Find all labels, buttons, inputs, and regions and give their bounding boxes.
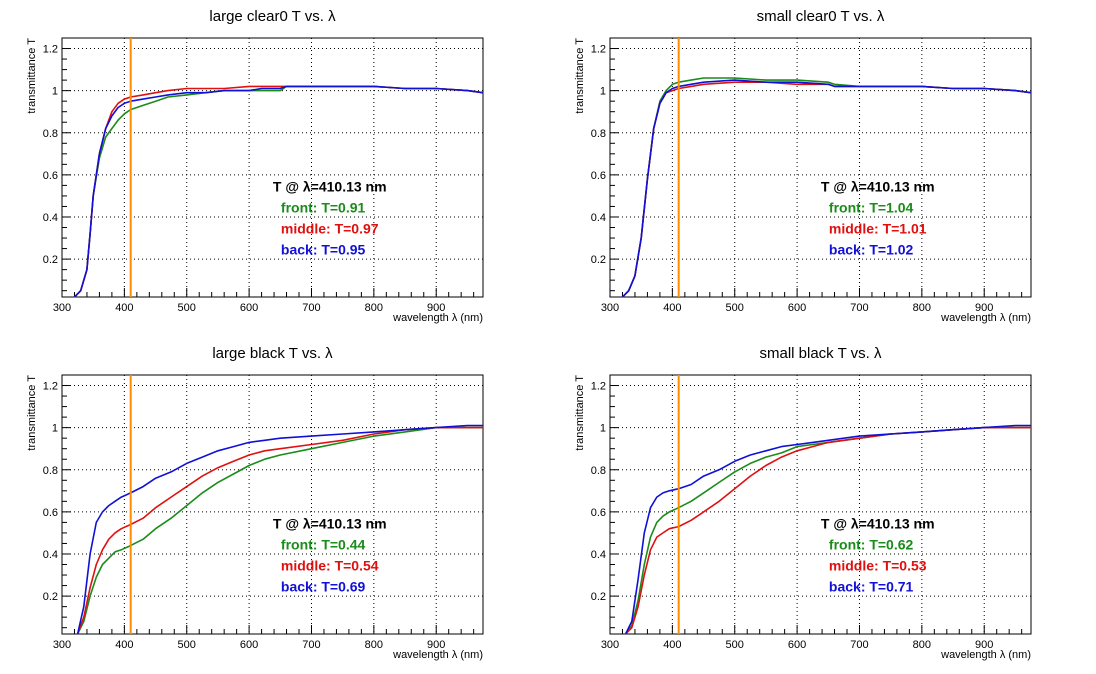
plot-frame xyxy=(609,374,1032,635)
x-tick-label: 700 xyxy=(302,639,320,651)
chart-panel-0: large clear0 T vs. λ 300 400 500 600 700 800 90… xyxy=(26,8,484,324)
y-tick-label: 0.6 xyxy=(591,507,606,519)
annotation-back: back: T=0.95 xyxy=(281,242,366,258)
annotation-header: T @ λ=410.13 nm xyxy=(273,516,387,532)
y-tick-label: 0.4 xyxy=(591,549,606,561)
x-tick-label: 500 xyxy=(726,302,744,314)
x-axis-label: wavelength λ (nm) xyxy=(940,649,1031,661)
y-axis-label: transmittance T xyxy=(26,375,38,451)
y-tick-label: 0.2 xyxy=(43,591,58,603)
chart-title: large clear0 T vs. λ xyxy=(209,8,336,25)
annotation-middle: middle: T=0.97 xyxy=(281,221,379,237)
chart-title: small clear0 T vs. λ xyxy=(757,8,885,25)
x-tick-label: 900 xyxy=(427,639,445,651)
y-tick-label: 0.2 xyxy=(591,591,606,603)
annotation-front: front: T=1.04 xyxy=(829,200,914,216)
annotation-back: back: T=0.69 xyxy=(281,579,366,595)
y-tick-label: 1 xyxy=(600,423,606,435)
y-tick-label: 1.2 xyxy=(591,44,606,56)
x-tick-label: 800 xyxy=(913,302,931,314)
plot-frame xyxy=(61,37,484,298)
x-tick-label: 700 xyxy=(302,302,320,314)
x-tick-label: 900 xyxy=(427,302,445,314)
y-axis-label: transmittance T xyxy=(574,375,586,451)
y-axis-label: transmittance T xyxy=(26,38,38,114)
series-line-back xyxy=(624,424,1031,635)
chart-title: small black T vs. λ xyxy=(760,345,882,362)
x-tick-label: 700 xyxy=(850,302,868,314)
x-tick-label: 500 xyxy=(178,302,196,314)
y-tick-label: 0.2 xyxy=(591,254,606,266)
x-tick-label: 300 xyxy=(53,302,71,314)
y-tick-label: 0.6 xyxy=(43,170,58,182)
y-tick-label: 1.2 xyxy=(43,381,58,393)
annotation-header: T @ λ=410.13 nm xyxy=(273,179,387,195)
y-tick-label: 0.4 xyxy=(43,549,58,561)
x-tick-label: 900 xyxy=(975,302,993,314)
x-tick-label: 600 xyxy=(240,302,258,314)
annotation-header: T @ λ=410.13 nm xyxy=(821,179,935,195)
y-axis-label: transmittance T xyxy=(574,38,586,114)
annotation-back: back: T=1.02 xyxy=(829,242,914,258)
series-line-middle xyxy=(76,426,483,635)
x-tick-label: 500 xyxy=(726,639,744,651)
chart-panel-2: large black T vs. λ 300 400 500 600 700 800 900… xyxy=(26,345,484,661)
x-tick-label: 300 xyxy=(601,302,619,314)
x-axis-label: wavelength λ (nm) xyxy=(940,312,1031,324)
x-tick-label: 900 xyxy=(975,639,993,651)
y-tick-label: 0.6 xyxy=(591,170,606,182)
y-tick-label: 0.8 xyxy=(591,128,606,140)
annotation-header: T @ λ=410.13 nm xyxy=(821,516,935,532)
plot-frame xyxy=(61,374,484,635)
x-axis-label: wavelength λ (nm) xyxy=(392,649,483,661)
series-line-front xyxy=(76,426,483,635)
annotation-front: front: T=0.62 xyxy=(829,537,914,553)
annotation-middle: middle: T=0.53 xyxy=(829,558,927,574)
y-tick-label: 1 xyxy=(52,86,58,98)
annotation-back: back: T=0.71 xyxy=(829,579,914,595)
series-line-back xyxy=(76,424,483,635)
y-tick-label: 1.2 xyxy=(591,381,606,393)
x-tick-label: 400 xyxy=(663,639,681,651)
x-tick-label: 600 xyxy=(788,639,806,651)
annotation-middle: middle: T=0.54 xyxy=(281,558,379,574)
chart-panel-3: small black T vs. λ 300 400 500 600 700 800 900… xyxy=(574,345,1032,661)
y-tick-label: 1.2 xyxy=(43,44,58,56)
x-tick-label: 400 xyxy=(115,639,133,651)
series-line-back xyxy=(621,79,1032,298)
y-tick-label: 0.4 xyxy=(43,212,58,224)
x-tick-label: 300 xyxy=(601,639,619,651)
annotation-front: front: T=0.44 xyxy=(281,537,366,553)
x-tick-label: 800 xyxy=(913,639,931,651)
annotation-middle: middle: T=1.01 xyxy=(829,221,927,237)
x-tick-label: 700 xyxy=(850,639,868,651)
series-line-back xyxy=(73,85,484,298)
y-tick-label: 0.8 xyxy=(43,465,58,477)
x-tick-label: 500 xyxy=(178,639,196,651)
annotation-front: front: T=0.91 xyxy=(281,200,366,216)
chart-panel-1: small clear0 T vs. λ 300 400 500 600 700 800 90… xyxy=(574,8,1032,324)
y-tick-label: 1 xyxy=(600,86,606,98)
y-tick-label: 0.8 xyxy=(43,128,58,140)
y-tick-label: 0.6 xyxy=(43,507,58,519)
x-tick-label: 800 xyxy=(365,639,383,651)
x-tick-label: 600 xyxy=(240,639,258,651)
plot-frame xyxy=(609,37,1032,298)
y-tick-label: 1 xyxy=(52,423,58,435)
x-tick-label: 300 xyxy=(53,639,71,651)
x-tick-label: 400 xyxy=(115,302,133,314)
y-tick-label: 0.4 xyxy=(591,212,606,224)
y-tick-label: 0.8 xyxy=(591,465,606,477)
chart-title: large black T vs. λ xyxy=(212,345,333,362)
y-tick-label: 0.2 xyxy=(43,254,58,266)
x-tick-label: 600 xyxy=(788,302,806,314)
x-tick-label: 400 xyxy=(663,302,681,314)
x-tick-label: 800 xyxy=(365,302,383,314)
x-axis-label: wavelength λ (nm) xyxy=(392,312,483,324)
